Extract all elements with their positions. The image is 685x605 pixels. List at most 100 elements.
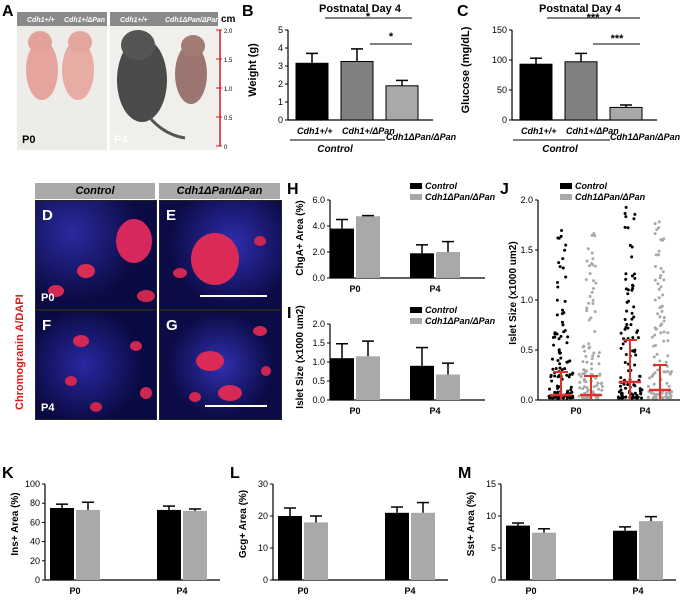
data-point bbox=[599, 382, 603, 386]
x-tick-label: P4 bbox=[429, 406, 440, 416]
data-point bbox=[651, 396, 655, 400]
data-point bbox=[653, 232, 657, 236]
data-point bbox=[590, 233, 594, 237]
panel-letter-d: D bbox=[42, 207, 53, 224]
data-point bbox=[578, 380, 582, 384]
bar bbox=[76, 509, 100, 580]
data-point bbox=[633, 272, 637, 276]
data-point bbox=[592, 351, 596, 355]
data-point bbox=[668, 372, 672, 376]
svg-text:I: I bbox=[287, 305, 291, 322]
data-point bbox=[620, 394, 624, 398]
data-point bbox=[659, 331, 663, 335]
data-point bbox=[623, 211, 627, 215]
data-point bbox=[661, 293, 665, 297]
data-point bbox=[556, 285, 560, 289]
data-point bbox=[550, 357, 554, 361]
panel-l: L Gcg+ Area (%) 0 10 20 30 P0 P4 bbox=[228, 462, 456, 605]
data-point bbox=[586, 388, 590, 392]
legend-label: Control bbox=[425, 181, 457, 191]
category-label: Cdh1+/+ bbox=[297, 126, 333, 136]
data-point bbox=[652, 382, 656, 386]
data-point bbox=[588, 345, 592, 349]
y-tick-label: 4 bbox=[278, 43, 283, 53]
data-point bbox=[660, 391, 664, 395]
chart-i: I Islet Size (x1000 um2) 0.0 0.5 1.0 1.5 2.0… bbox=[287, 305, 496, 416]
y-tick-label: 5 bbox=[491, 543, 496, 553]
data-point bbox=[623, 225, 627, 229]
bar bbox=[385, 85, 419, 121]
data-point bbox=[646, 384, 650, 388]
data-point bbox=[623, 318, 627, 322]
data-point bbox=[653, 333, 657, 337]
data-point bbox=[657, 296, 661, 300]
data-point bbox=[561, 308, 565, 312]
y-tick-label: 20 bbox=[258, 511, 268, 521]
data-point bbox=[555, 280, 559, 284]
data-point bbox=[556, 375, 560, 379]
geno-label: Cdh1+/+ bbox=[120, 17, 148, 24]
chart-h: H ChgA+ Area (%) 0.0 2.0 4.0 6.0 P0 P4 Contro… bbox=[287, 181, 496, 294]
data-point bbox=[570, 390, 574, 394]
bar bbox=[356, 356, 380, 400]
data-point bbox=[583, 371, 587, 375]
y-tick-label: 5 bbox=[278, 25, 283, 35]
x-tick-label: P4 bbox=[404, 586, 415, 596]
age-label: P0 bbox=[22, 134, 35, 146]
data-point bbox=[626, 383, 630, 387]
data-point bbox=[591, 257, 595, 261]
y-tick-label: 30 bbox=[258, 479, 268, 489]
header-mutant: Cdh1ΔPan/ΔPan bbox=[159, 183, 280, 199]
bar bbox=[609, 106, 643, 121]
chart-k: K Ins+ Area (%) 0 20 40 60 80 100 P0 P4 bbox=[2, 465, 220, 596]
data-point bbox=[632, 305, 636, 309]
data-point bbox=[577, 372, 581, 376]
y-tick-label: 10 bbox=[258, 543, 268, 553]
scale-tick-label: 0.5 bbox=[224, 116, 233, 122]
bar bbox=[436, 252, 460, 278]
panel-letter-f: F bbox=[42, 317, 52, 334]
legend-label: Control bbox=[575, 181, 607, 191]
y-tick-label: 4.0 bbox=[312, 221, 325, 231]
data-point bbox=[597, 387, 601, 391]
data-point bbox=[593, 264, 597, 268]
data-point bbox=[591, 298, 595, 302]
data-point bbox=[630, 274, 634, 278]
y-axis-label: Glucose (mg/dL) bbox=[460, 26, 472, 113]
panel-k: K Ins+ Area (%) 0 20 40 60 80 100 P0 P4 bbox=[0, 462, 228, 605]
data-point bbox=[668, 396, 672, 400]
data-point bbox=[664, 394, 668, 398]
data-point bbox=[580, 396, 584, 400]
data-point bbox=[646, 395, 650, 399]
data-point bbox=[658, 315, 662, 319]
y-tick-label: 50 bbox=[497, 85, 507, 95]
data-point bbox=[650, 335, 654, 339]
y-tick-label: 6.0 bbox=[312, 195, 325, 205]
y-axis-label: Islet Size (x1000 um2) bbox=[508, 241, 519, 344]
chart-c: C Postnatal Day 4 Glucose (mg/dL) 0 50 100… bbox=[457, 3, 681, 155]
data-point bbox=[624, 215, 628, 219]
data-point bbox=[653, 298, 657, 302]
data-point bbox=[584, 278, 588, 282]
data-point bbox=[666, 331, 670, 335]
data-point bbox=[659, 238, 663, 242]
data-point bbox=[585, 306, 589, 310]
y-tick-label: 0.5 bbox=[520, 345, 533, 355]
panel-i: I Islet Size (x1000 um2) 0.0 0.5 1.0 1.5 2.0… bbox=[285, 302, 496, 420]
bar bbox=[295, 62, 329, 121]
data-point bbox=[632, 217, 636, 221]
data-point bbox=[653, 278, 657, 282]
data-point bbox=[583, 349, 587, 353]
panel-letter-c: C bbox=[457, 3, 469, 20]
data-point bbox=[625, 309, 629, 313]
data-point bbox=[631, 393, 635, 397]
data-point bbox=[592, 385, 596, 389]
data-point bbox=[558, 362, 562, 366]
data-point bbox=[582, 377, 586, 381]
x-tick-label: P0 bbox=[69, 586, 80, 596]
data-point bbox=[592, 231, 596, 235]
data-point bbox=[624, 287, 628, 291]
legend-swatch-mutant bbox=[410, 318, 422, 324]
legend-label: Cdh1ΔPan/ΔPan bbox=[575, 192, 646, 202]
data-point bbox=[662, 278, 666, 282]
